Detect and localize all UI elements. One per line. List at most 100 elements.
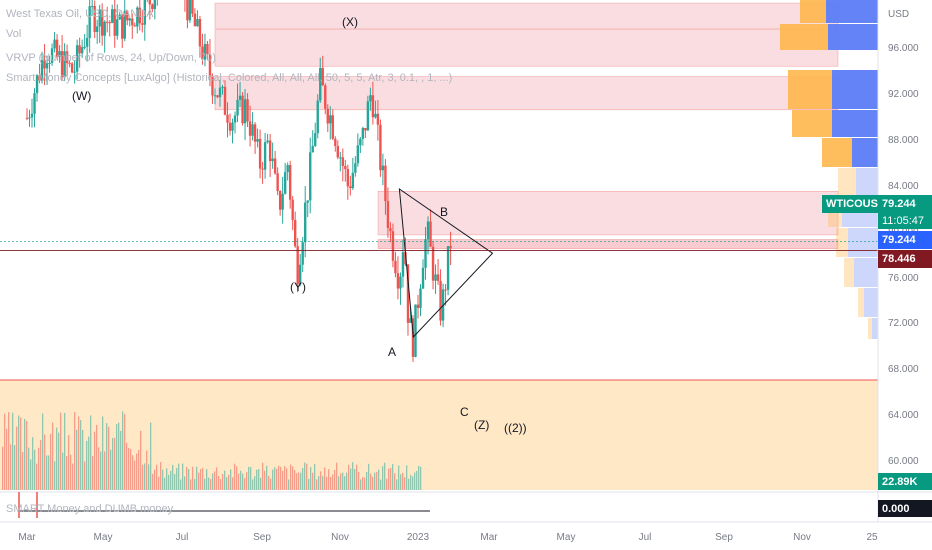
volume-bar: [24, 418, 26, 490]
x-tick-label: Nov: [331, 532, 349, 543]
volume-bar: [332, 474, 334, 490]
volume-bar: [178, 463, 180, 490]
candle-body: [206, 44, 209, 55]
candle-body: [331, 115, 334, 139]
candlesticks: [25, 0, 452, 362]
volume-bar: [228, 474, 230, 490]
volume-bar: [360, 479, 362, 490]
legend-smc[interactable]: Smart Money Concepts [LuxAlgo] (Historic…: [6, 72, 453, 84]
volume-bar: [276, 468, 278, 490]
candle-body: [33, 93, 36, 114]
volume-bar: [10, 444, 12, 490]
volume-bar: [406, 465, 408, 490]
wave-label-y: (Y): [290, 280, 306, 294]
volume-bar: [218, 475, 220, 490]
candle-body: [246, 99, 249, 122]
volume-bar: [220, 479, 222, 490]
candle-body: [314, 133, 317, 146]
candle-body: [283, 172, 287, 194]
candle-body: [344, 166, 347, 170]
triangle-outline: [398, 187, 494, 339]
volume-bar: [196, 466, 198, 490]
x-tick-label: Sep: [715, 532, 733, 543]
volume-bar: [400, 474, 402, 490]
legend-smart-money[interactable]: SMART Money and DUMB money: [6, 503, 174, 515]
candle-body: [93, 6, 96, 32]
candle-body: [326, 108, 329, 124]
profile-down-bar: [826, 0, 878, 23]
candle-body: [416, 304, 420, 308]
candle-body: [55, 39, 59, 57]
candle-body: [43, 60, 46, 69]
profile-down-bar: [848, 228, 878, 257]
volume-bar: [324, 467, 326, 490]
symbol-badge: WTICOUSD: [822, 195, 886, 213]
candle-body: [80, 47, 84, 54]
candle-body: [68, 63, 71, 65]
legend-vrvp[interactable]: VRVP (Number of Rows, 24, Up/Down, 70): [6, 52, 216, 64]
candle-body: [278, 190, 282, 210]
volume-bar: [124, 414, 126, 490]
candle-body: [336, 145, 339, 158]
volume-bar: [30, 459, 32, 490]
volume-bar: [262, 462, 264, 490]
volume-bar: [254, 476, 256, 490]
supply-zone: [214, 29, 839, 67]
candle-body: [381, 165, 385, 171]
candle-body: [419, 288, 422, 308]
candle-body: [426, 221, 430, 240]
candle-body: [118, 14, 121, 20]
volume-bar: [200, 469, 202, 490]
volume-bar: [190, 479, 192, 490]
volume-bar: [350, 468, 352, 490]
volume-bar: [338, 476, 340, 490]
supply-zone: [377, 239, 839, 249]
volume-bar: [164, 477, 166, 490]
candle-body: [103, 21, 106, 36]
volume-bar: [18, 415, 20, 490]
volume-bar: [300, 472, 302, 490]
candle-body: [434, 274, 437, 281]
x-tick-label: May: [93, 532, 113, 543]
candle-body: [439, 280, 442, 321]
candle-body: [198, 19, 202, 47]
y-tick-label: 72.000: [888, 318, 919, 330]
volume-bar: [58, 432, 60, 490]
volume-bar: [234, 463, 236, 490]
volume-bar: [144, 463, 146, 490]
candle-body: [321, 67, 324, 86]
volume-bar: [410, 474, 412, 490]
candle-body: [100, 9, 104, 36]
legend-vol[interactable]: Vol: [6, 28, 22, 40]
x-tick-label: Jul: [638, 532, 652, 543]
volume-bar: [112, 437, 114, 490]
volume-bar: [212, 473, 214, 490]
candle-body: [216, 95, 219, 98]
volume-bar: [20, 417, 22, 490]
candle-body: [304, 202, 307, 243]
candle-body: [211, 76, 214, 96]
volume-bar: [402, 472, 404, 490]
volume-bar: [284, 466, 286, 490]
candle-body: [449, 246, 452, 249]
volume-bar: [342, 472, 344, 490]
candle-body: [374, 113, 377, 118]
volume-bar: [384, 462, 386, 490]
volume-bar: [104, 451, 106, 490]
profile-up-bar: [836, 228, 848, 257]
volume-bar: [420, 466, 422, 490]
volume-bar: [106, 423, 108, 490]
x-tick-label: Mar: [480, 532, 498, 543]
volume-bar: [66, 456, 68, 490]
legend-symbol[interactable]: West Texas Oil, USD, OANDA: [6, 8, 154, 20]
volume-bar: [334, 470, 336, 490]
volume-bar: [274, 467, 276, 490]
volume-bar: [68, 435, 70, 490]
volume-bar: [48, 455, 50, 490]
candle-body: [238, 95, 242, 100]
volume-bar: [76, 429, 78, 490]
candle-body: [45, 63, 49, 69]
volume-bar: [22, 452, 24, 490]
candle-body: [384, 165, 387, 202]
